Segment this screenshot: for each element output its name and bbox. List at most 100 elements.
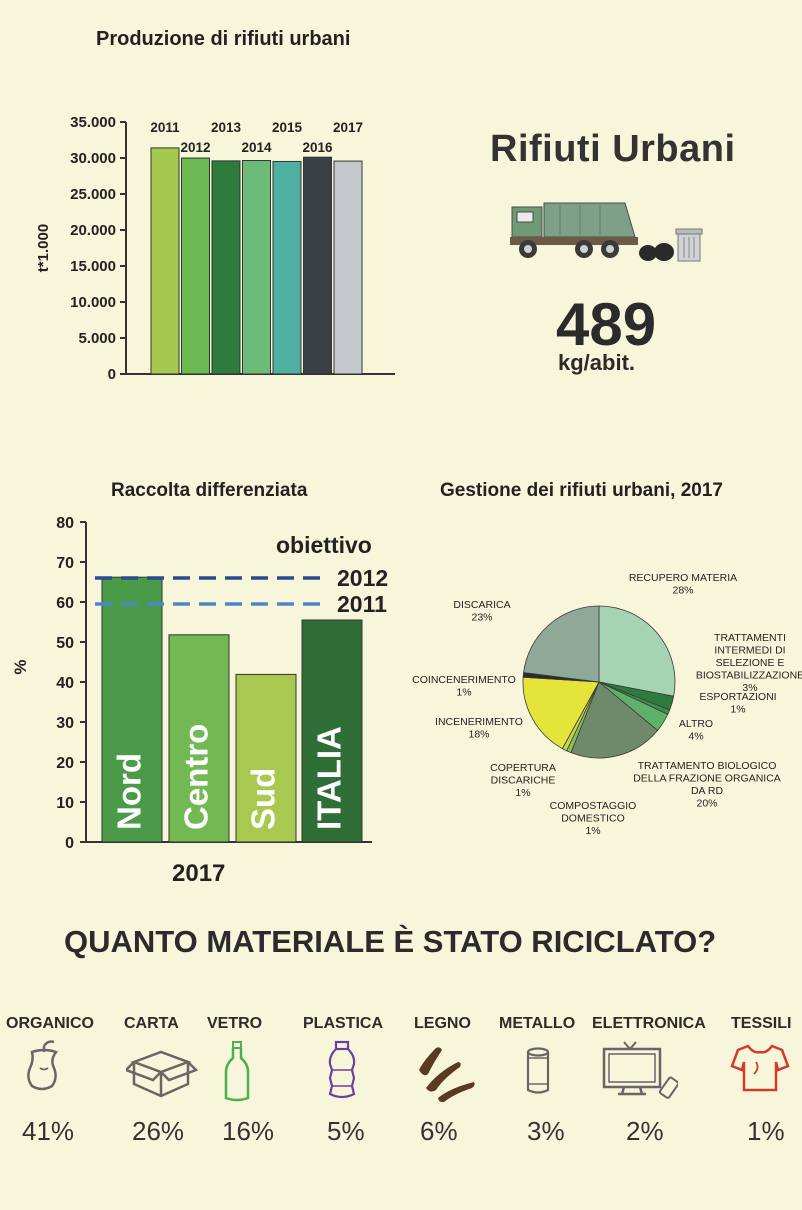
pie-label-2: ESPORTAZIONI 1%	[699, 691, 776, 716]
urban-waste-title: Rifiuti Urbani	[490, 128, 736, 170]
pie-label-9: DISCARICA 23%	[453, 599, 510, 624]
y-tick-label: 20	[56, 755, 74, 772]
pie-pct-5: 1%	[585, 825, 600, 837]
separate-collection-bar-chart: 0 10 20 30 40 50 60 70 80% Nord Centro Sud ITALIA obi…	[11, 515, 388, 852]
material-label-vetro: VETRO	[207, 1015, 263, 1032]
bar-label-italia: ITALIA	[311, 726, 348, 830]
bar-2011	[150, 147, 180, 375]
target-label-2011: 2011	[337, 591, 387, 617]
y-tick-label: 35.000	[70, 114, 116, 131]
tv-phone-icon	[602, 1041, 678, 1099]
pie-pct-3: 4%	[688, 731, 703, 743]
material-value-legno: 6%	[420, 1116, 458, 1146]
production-chart-title: Produzione di rifiuti urbani	[96, 28, 351, 50]
bar-label-2015: 2015	[272, 120, 303, 135]
y-tick-label: 10	[56, 795, 74, 812]
pie-pct-0: 28%	[672, 585, 693, 597]
pie-label-3: ALTRO 4%	[679, 718, 713, 743]
material-label-carta: CARTA	[124, 1015, 179, 1032]
bar-2013	[211, 160, 241, 375]
metal-can-icon	[526, 1047, 550, 1094]
waste-management-title: Gestione dei rifiuti urbani, 2017	[440, 480, 723, 501]
per-capita-unit: kg/abit.	[558, 350, 636, 375]
y-tick-label: 10.000	[70, 294, 116, 311]
material-value-elettronica: 2%	[626, 1116, 664, 1146]
bar-2012	[181, 157, 210, 375]
y-tick-label: 20.000	[70, 222, 116, 239]
bar-sud	[235, 673, 297, 843]
y-tick-label: 5.000	[78, 330, 116, 347]
material-value-organico: 41%	[22, 1116, 75, 1146]
bar-nord	[101, 576, 163, 843]
pie-label-7: INCENERIMENTO 18%	[435, 716, 523, 741]
y-tick-label: 50	[56, 635, 74, 652]
pie-pct-9: 23%	[471, 612, 492, 624]
pie-label-8: COINCENERIMENTO 1%	[412, 674, 516, 699]
y-tick-label: 0	[65, 835, 74, 852]
pie-pct-2: 1%	[730, 704, 745, 716]
material-value-vetro: 16%	[222, 1116, 275, 1146]
y-tick-label: 80	[56, 515, 74, 532]
recycling-question: QUANTO MATERIALE È STATO RICICLATO?	[64, 924, 717, 959]
cardboard-box-icon	[126, 1050, 199, 1098]
y-tick-label: 40	[56, 675, 74, 692]
material-label-elettronica: ELETTRONICA	[592, 1015, 706, 1032]
bar-2014	[242, 160, 271, 375]
material-value-carta: 26%	[132, 1116, 185, 1146]
material-value-metallo: 3%	[527, 1116, 565, 1146]
pie-pct-1: 3%	[742, 682, 757, 694]
glass-bottle-icon	[224, 1041, 250, 1102]
pie-label-6: COPERTURA DISCARICHE 1%	[490, 762, 556, 799]
wood-pieces-icon	[419, 1047, 475, 1103]
separate-collection-title: Raccolta differenziata	[111, 480, 308, 501]
bar-italia	[301, 619, 363, 843]
waste-management-pie-chart: RECUPERO MATERIA 28% TRATTAMENTI INTERMEDI …	[412, 572, 802, 837]
plastic-bottle-icon	[328, 1040, 356, 1099]
y-tick-label: 15.000	[70, 258, 116, 275]
bar-label-2017: 2017	[333, 120, 363, 135]
target-heading: obiettivo	[276, 532, 372, 558]
separate-collection-xlabel: 2017	[172, 860, 226, 887]
material-label-organico: ORGANICO	[6, 1015, 94, 1032]
y-tick-label: 60	[56, 595, 74, 612]
bar-label-nord: Nord	[111, 753, 148, 830]
y-tick-label: 0	[108, 366, 116, 383]
y-tick-label: 30	[56, 715, 74, 732]
pie-pct-4: 20%	[696, 798, 717, 810]
pie-slice-7	[522, 676, 600, 750]
pie-label-4: TRATTAMENTO BIOLOGICO DELLA FRAZIONE ORGA…	[633, 760, 781, 810]
bar-2016	[303, 156, 332, 375]
pie-slice-4	[570, 681, 659, 759]
bar-label-sud: Sud	[245, 768, 282, 830]
apple-core-icon	[27, 1040, 59, 1091]
material-label-legno: LEGNO	[414, 1015, 471, 1032]
material-value-plastica: 5%	[327, 1116, 365, 1146]
bar-centro	[168, 634, 230, 843]
y-tick-label: 25.000	[70, 186, 116, 203]
bar-label-2016: 2016	[302, 140, 333, 155]
y-tick-label: 30.000	[70, 150, 116, 167]
production-bar-chart: 0 5.000 10.000 15.000 20.000 25.000 30.000 35.0…	[35, 114, 395, 383]
bar-2017	[333, 160, 363, 375]
material-label-metallo: METALLO	[499, 1015, 576, 1032]
pie-pct-8: 1%	[456, 687, 471, 699]
pie-label-5: COMPOSTAGGIO DOMESTICO 1%	[550, 800, 637, 837]
y-axis-label: t*1.000	[35, 224, 52, 272]
per-capita-value: 489	[556, 291, 657, 358]
target-label-2012: 2012	[337, 565, 388, 591]
bar-label-2011: 2011	[150, 120, 180, 135]
bar-label-2013: 2013	[211, 120, 242, 135]
material-label-tessili: TESSILI	[731, 1015, 792, 1032]
pie-label-1: TRATTAMENTI INTERMEDI DI SELEZIONE E BIOSTA…	[696, 632, 802, 694]
bar-2015	[272, 160, 302, 375]
y-axis-label: %	[11, 659, 30, 674]
pie-pct-7: 18%	[468, 729, 489, 741]
bar-label-2012: 2012	[180, 140, 210, 155]
pie-slice-9	[523, 605, 600, 683]
pie-pct-6: 1%	[515, 787, 530, 799]
tshirt-icon	[730, 1044, 790, 1092]
garbage-truck-icon	[510, 202, 703, 262]
material-label-plastica: PLASTICA	[303, 1015, 383, 1032]
material-value-tessili: 1%	[747, 1116, 785, 1146]
bar-label-centro: Centro	[178, 724, 215, 830]
